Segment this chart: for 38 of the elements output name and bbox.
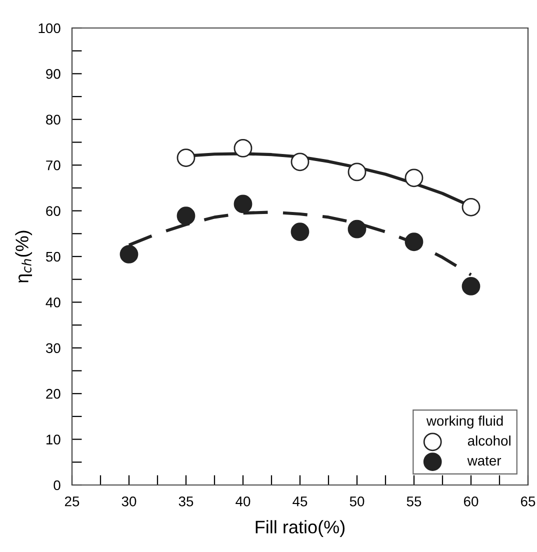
point	[234, 194, 252, 214]
x-tick-label: 35	[178, 496, 194, 506]
y-tick-label: 100	[38, 23, 60, 34]
point	[404, 232, 424, 252]
point	[348, 220, 366, 238]
legend-label: alcohol	[468, 435, 510, 446]
x-tick-label: 60	[464, 496, 478, 506]
y-tick-label: 0	[54, 480, 60, 490]
x-tick-label: 45	[292, 496, 308, 506]
point	[120, 245, 138, 264]
point	[176, 206, 196, 226]
y-axis-title: η$_{ch}$(%)	[15, 230, 32, 282]
point	[462, 277, 480, 296]
y-tick-label: 90	[46, 69, 60, 79]
legend-title: working fluid	[426, 416, 503, 429]
y-tick-label: 10	[46, 434, 60, 444]
point	[290, 222, 310, 242]
y-tick-label: 40	[46, 298, 60, 308]
y-tick-label: 70	[46, 160, 60, 170]
x-tick-label: 50	[350, 496, 364, 506]
x-tick-label: 30	[122, 496, 136, 506]
point	[462, 198, 480, 216]
x-tick-label: 55	[406, 496, 422, 506]
y-tick-label: 50	[46, 252, 60, 262]
point	[348, 162, 366, 182]
point	[176, 148, 196, 167]
y-tick-label: 20	[46, 388, 60, 399]
y-tick-label: 80	[46, 114, 60, 125]
point	[290, 152, 310, 172]
point	[404, 168, 424, 188]
y-tick-label: 30	[46, 343, 60, 354]
x-tick-label: 25	[64, 496, 80, 506]
point	[234, 138, 252, 158]
legend-label: water	[467, 456, 502, 466]
x-tick-label: 65	[520, 496, 536, 506]
y-tick-label: 60	[46, 206, 60, 216]
x-tick-label: 40	[236, 496, 250, 506]
x-axis-title: Fill ratio(%)	[256, 520, 345, 537]
